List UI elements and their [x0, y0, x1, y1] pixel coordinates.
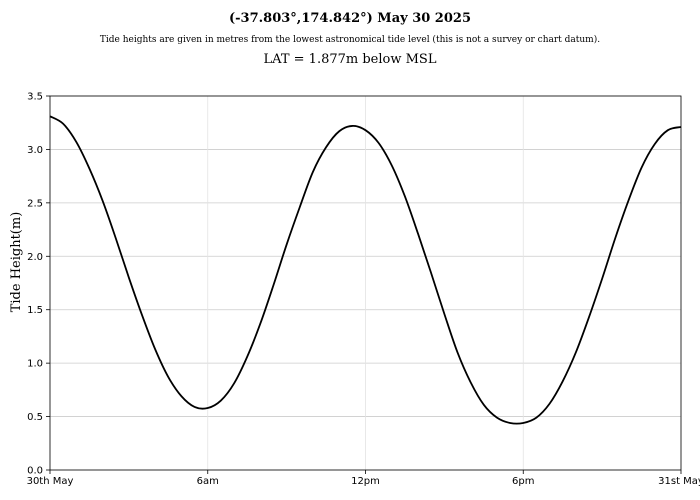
y-tick-label: 2.0: [27, 252, 43, 263]
y-tick-label: 1.0: [27, 359, 43, 370]
y-tick-label: 1.5: [27, 305, 43, 316]
y-tick-label: 2.5: [27, 198, 43, 209]
plot-frame: [49, 95, 682, 471]
tide-height-line: [49, 115, 682, 425]
x-tick-label: 31st May: [658, 476, 700, 487]
axes: 0.0 0.5 1.0 1.5 2.0 2.5 3.0 3.5 30th May 6am 12pm 6…: [27, 92, 700, 488]
y-tick-label: 3.5: [27, 92, 43, 103]
x-tick-label: 6pm: [512, 476, 534, 487]
chart-title: (-37.803°,174.842°) May 30 2025: [229, 11, 471, 26]
x-tick-label: 30th May: [27, 476, 74, 487]
x-tick-label: 12pm: [351, 476, 380, 487]
chart-lat-note: LAT = 1.877m below MSL: [263, 52, 437, 67]
y-tick-label: 0.0: [27, 466, 43, 477]
y-tick-label: 0.5: [27, 412, 43, 423]
y-axis-label: Tide Height(m): [9, 212, 24, 313]
series-layer: [49, 115, 682, 425]
chart-subtitle: Tide heights are given in metres from th…: [99, 35, 601, 45]
x-tick-label: 6am: [197, 476, 219, 487]
grid-lines: [49, 95, 682, 471]
y-tick-label: 3.0: [27, 145, 43, 156]
